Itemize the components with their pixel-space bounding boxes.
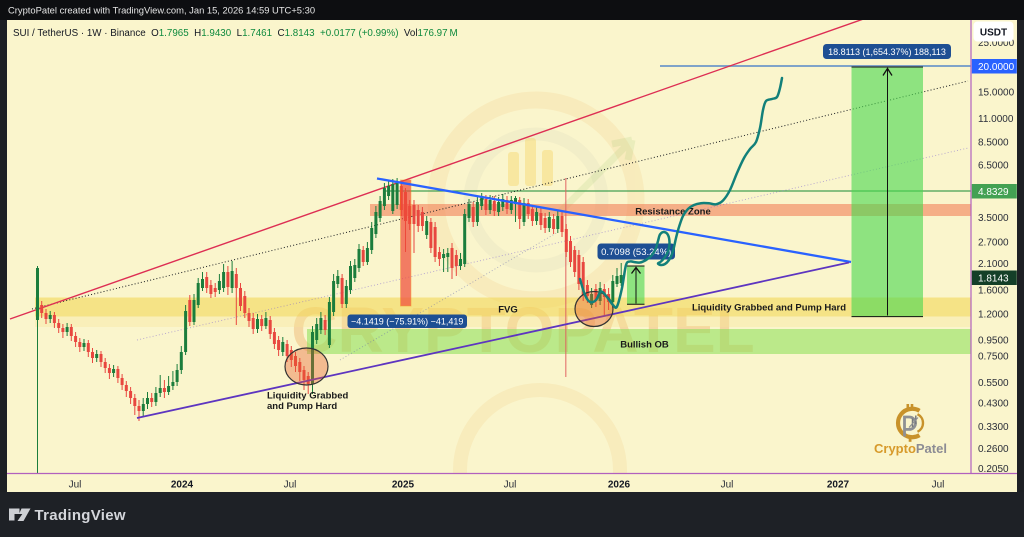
svg-text:15.0000: 15.0000 xyxy=(978,88,1015,99)
svg-text:and Pump Hard: and Pump Hard xyxy=(267,401,337,412)
svg-text:2025: 2025 xyxy=(392,480,415,491)
svg-text:CryptoPatel created with Tradi: CryptoPatel created with TradingView.com… xyxy=(8,5,315,16)
svg-text:Resistance Zone: Resistance Zone xyxy=(635,207,711,218)
svg-text:CryptoPatel: CryptoPatel xyxy=(874,441,947,456)
svg-text:2027: 2027 xyxy=(827,480,850,491)
svg-text:USDT: USDT xyxy=(980,28,1007,39)
svg-text:3.5000: 3.5000 xyxy=(978,213,1009,224)
svg-text:1.8143: 1.8143 xyxy=(978,274,1009,285)
svg-text:0.2050: 0.2050 xyxy=(978,464,1009,475)
svg-text:0.5500: 0.5500 xyxy=(978,378,1009,389)
svg-text:1.2000: 1.2000 xyxy=(978,310,1009,321)
svg-text:Liquidity Grabbed: Liquidity Grabbed xyxy=(267,391,348,402)
svg-text:FVG: FVG xyxy=(498,305,518,316)
svg-text:0.7500: 0.7500 xyxy=(978,352,1009,363)
svg-text:20.0000: 20.0000 xyxy=(978,62,1015,73)
svg-text:8.5000: 8.5000 xyxy=(978,138,1009,149)
svg-text:2026: 2026 xyxy=(608,480,631,491)
svg-text:6.5000: 6.5000 xyxy=(978,161,1009,172)
svg-text:4.8329: 4.8329 xyxy=(978,187,1009,198)
svg-text:11.0000: 11.0000 xyxy=(978,114,1014,125)
svg-text:0.2600: 0.2600 xyxy=(978,444,1009,455)
svg-text:1.6000: 1.6000 xyxy=(978,286,1009,297)
svg-text:0.9500: 0.9500 xyxy=(978,336,1009,347)
svg-text:−4.1419 (−75.91%) −41,419: −4.1419 (−75.91%) −41,419 xyxy=(351,317,463,327)
svg-text:0.7098 (53.24%): 0.7098 (53.24%) xyxy=(601,247,671,258)
svg-text:Jul: Jul xyxy=(504,480,517,491)
svg-text:2.7000: 2.7000 xyxy=(978,238,1009,249)
svg-text:0.4300: 0.4300 xyxy=(978,399,1009,410)
svg-text:Bullish OB: Bullish OB xyxy=(620,340,669,351)
svg-text:25.0000: 25.0000 xyxy=(978,38,1015,49)
svg-text:Jul: Jul xyxy=(69,480,82,491)
svg-text:Jul: Jul xyxy=(721,480,734,491)
svg-text:Jul: Jul xyxy=(284,480,297,491)
svg-text:18.8113 (1,654.37%) 188,113: 18.8113 (1,654.37%) 188,113 xyxy=(828,47,946,57)
svg-text:TradingView: TradingView xyxy=(35,507,126,524)
svg-text:Liquidity Grabbed and Pump Har: Liquidity Grabbed and Pump Hard xyxy=(692,303,846,314)
svg-text:2024: 2024 xyxy=(171,480,194,491)
svg-text:Jul: Jul xyxy=(932,480,945,491)
svg-text:0.3300: 0.3300 xyxy=(978,422,1009,433)
svg-text:SUI / TetherUS · 1W · Binance: SUI / TetherUS · 1W · Binance O1.7965 H1… xyxy=(13,28,458,39)
svg-text:2.1000: 2.1000 xyxy=(978,259,1009,270)
